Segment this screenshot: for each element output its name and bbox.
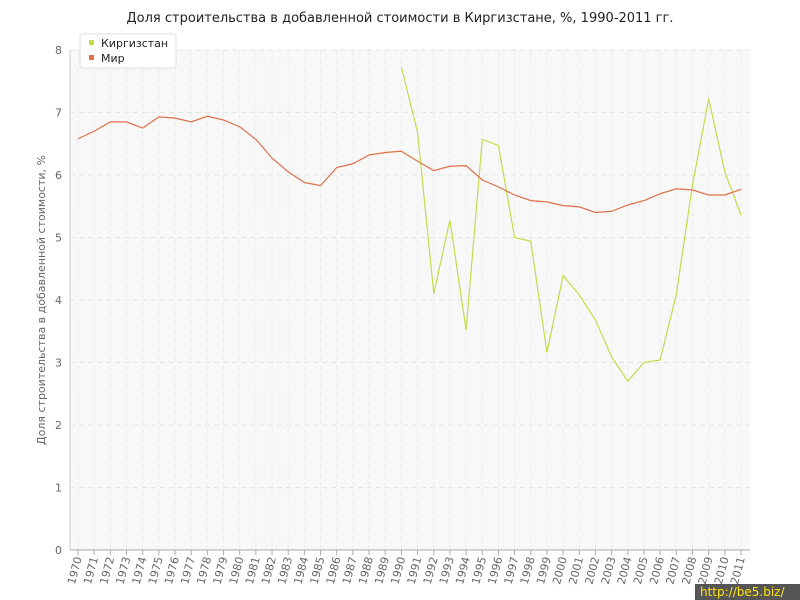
- y-tick-label: 4: [55, 294, 62, 307]
- y-tick-label: 1: [55, 482, 62, 495]
- watermark-bg: [695, 584, 800, 600]
- grid: [70, 49, 750, 551]
- legend-label: Киргизстан: [101, 37, 168, 50]
- y-tick-label: 6: [55, 169, 62, 182]
- y-axis-label: Доля строительства в добавленной стоимос…: [35, 155, 48, 445]
- legend-label: Мир: [101, 52, 125, 65]
- series-line: [400, 66, 742, 383]
- plot-area: [70, 50, 750, 550]
- lines: [77, 66, 742, 383]
- legend-box: [79, 33, 177, 69]
- chart-title: Доля строительства в добавленной стоимос…: [127, 11, 674, 26]
- legend-swatch: [89, 40, 94, 45]
- y-tick-label: 5: [55, 232, 62, 245]
- y-tick-label: 0: [55, 544, 62, 557]
- series-line: [77, 115, 742, 214]
- legend: Киргизстан Мир: [79, 33, 177, 69]
- watermark: http://be5.biz/: [700, 585, 785, 599]
- legend-swatch: [89, 55, 94, 60]
- y-tick-label: 8: [55, 44, 62, 57]
- y-tick-label: 7: [55, 107, 62, 120]
- y-tick-label: 3: [55, 357, 62, 370]
- y-tick-label: 2: [55, 419, 62, 432]
